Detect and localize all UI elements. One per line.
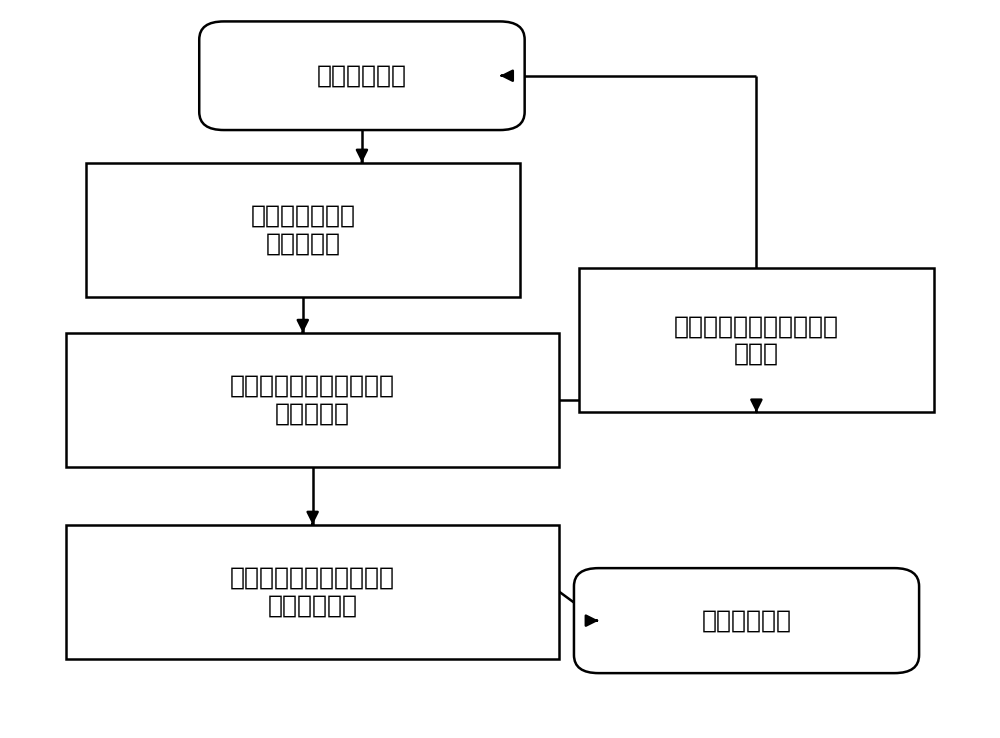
Bar	[66, 333, 559, 466]
Text: 输入燃耗步长计算核素变
化情况: 输入燃耗步长计算核素变 化情况	[674, 314, 839, 366]
Text: 记录输出结果: 记录输出结果	[702, 609, 792, 632]
Text: 计算当前状态的分布径向
功率分布曲线: 计算当前状态的分布径向 功率分布曲线	[230, 566, 395, 618]
Bar	[66, 525, 559, 658]
FancyBboxPatch shape	[574, 568, 919, 673]
Text: 计算当前时间步
的核子密度: 计算当前时间步 的核子密度	[250, 204, 355, 255]
Bar	[579, 268, 934, 413]
Text: 计算当前核子密度时通量
的分布情况: 计算当前核子密度时通量 的分布情况	[230, 374, 395, 426]
FancyBboxPatch shape	[199, 21, 525, 130]
Bar	[86, 162, 520, 297]
Text: 输入燃料成分: 输入燃料成分	[317, 63, 407, 88]
